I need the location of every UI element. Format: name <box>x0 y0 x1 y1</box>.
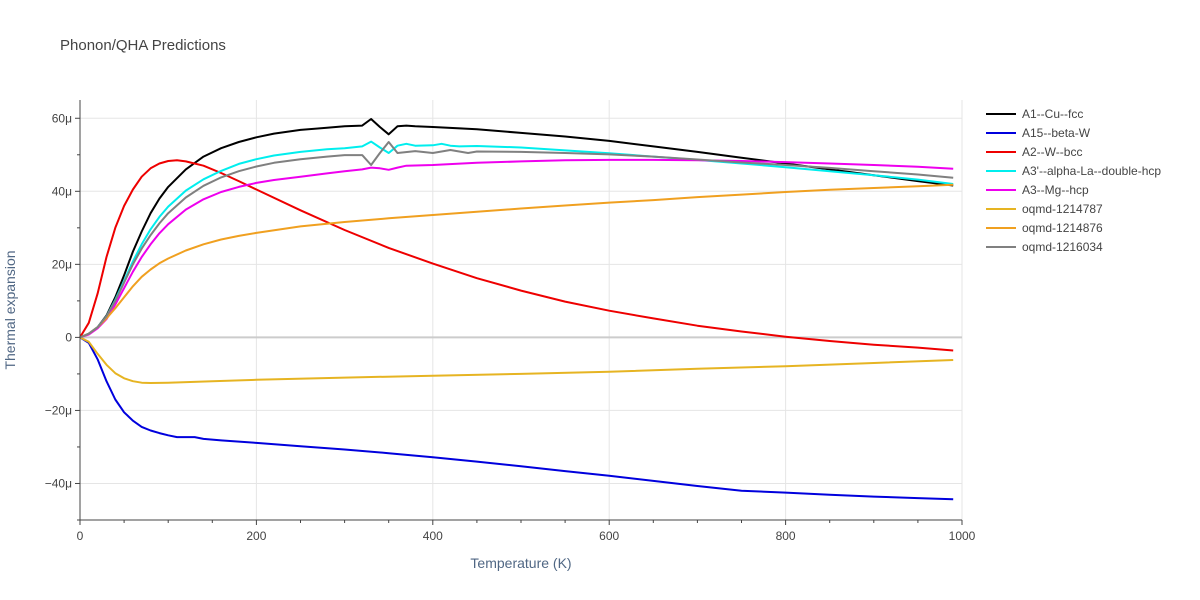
x-tick-labels: 0 200 400 600 800 1000 <box>77 529 976 543</box>
legend: A1--Cu--fcc A15--beta-W A2--W--bcc A3'--alp… <box>986 107 1161 254</box>
x-tick-label: 600 <box>599 529 619 543</box>
series-line-oqmd-1214787 <box>79 336 954 384</box>
y-tick-label: 0 <box>65 330 72 344</box>
legend-label: A1--Cu--fcc <box>1022 107 1083 121</box>
x-tick-label: 0 <box>77 529 84 543</box>
legend-item[interactable]: oqmd-1216034 <box>986 240 1103 254</box>
series-line-oqmd-1216034 <box>79 141 954 339</box>
x-tick-label: 800 <box>776 529 796 543</box>
series-line-A15--beta-W <box>79 336 954 501</box>
axes <box>75 100 963 525</box>
legend-label: oqmd-1214876 <box>1022 221 1103 235</box>
legend-label: A2--W--bcc <box>1022 145 1082 159</box>
x-tick-label: 1000 <box>949 529 976 543</box>
series-line-A1--Cu--fcc <box>79 118 954 339</box>
legend-item[interactable]: A1--Cu--fcc <box>986 107 1083 121</box>
legend-item[interactable]: oqmd-1214787 <box>986 202 1103 216</box>
legend-item[interactable]: oqmd-1214876 <box>986 221 1103 235</box>
y-tick-label: 20μ <box>52 257 72 271</box>
legend-item[interactable]: A3'--alpha-La--double-hcp <box>986 164 1161 178</box>
chart-title: Phonon/QHA Predictions <box>60 37 226 54</box>
legend-label: oqmd-1216034 <box>1022 240 1103 254</box>
legend-label: A15--beta-W <box>1022 126 1091 140</box>
legend-label: A3'--alpha-La--double-hcp <box>1022 164 1161 178</box>
series-line-A3'--alpha-La--double-hcp <box>79 140 954 339</box>
y-tick-labels: −40μ −20μ 0 20μ 40μ 60μ <box>45 111 73 490</box>
x-tick-label: 200 <box>246 529 266 543</box>
x-tick-label: 400 <box>423 529 443 543</box>
legend-item[interactable]: A3--Mg--hcp <box>986 183 1089 197</box>
series-line-oqmd-1214876 <box>79 183 954 339</box>
series-lines <box>79 118 954 501</box>
series-line-A2--W--bcc <box>79 159 954 352</box>
y-axis-label: Thermal expansion <box>2 250 18 369</box>
y-tick-label: −40μ <box>45 476 72 490</box>
x-axis-label: Temperature (K) <box>470 555 571 571</box>
y-tick-label: 60μ <box>52 111 72 125</box>
y-tick-label: 40μ <box>52 184 72 198</box>
legend-item[interactable]: A15--beta-W <box>986 126 1091 140</box>
series-line-A3--Mg--hcp <box>79 158 954 339</box>
legend-label: oqmd-1214787 <box>1022 202 1103 216</box>
legend-label: A3--Mg--hcp <box>1022 183 1089 197</box>
legend-item[interactable]: A2--W--bcc <box>986 145 1082 159</box>
y-tick-label: −20μ <box>45 403 72 417</box>
